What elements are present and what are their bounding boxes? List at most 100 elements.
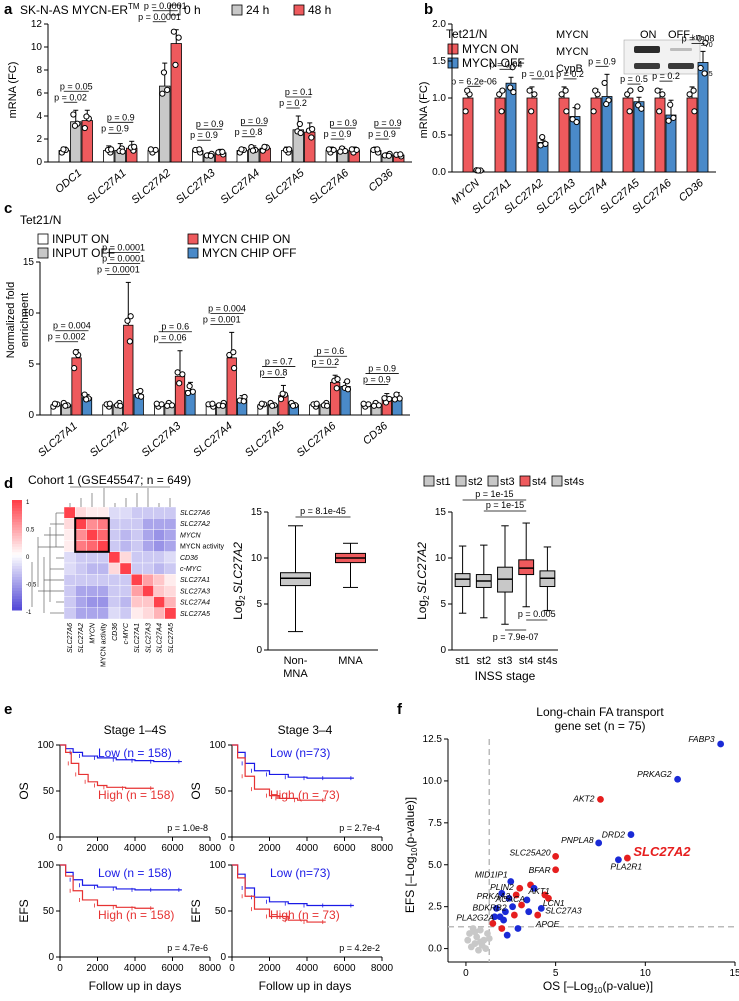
- scale-step: [12, 549, 22, 553]
- data-point: [124, 317, 131, 324]
- x-tick-label: 0: [463, 968, 469, 979]
- scatter-point: [595, 839, 603, 847]
- panel-f-title-line2: gene set (n = 75): [554, 719, 645, 733]
- heatmap-row-label: SLC27A1: [180, 577, 210, 584]
- panel-c: c Tet21/N Normalized fold enrichment INP…: [4, 200, 410, 460]
- heatmap-cell: [142, 551, 154, 564]
- scale-step: [12, 508, 22, 512]
- panel-f-ylabel-post: (p-value)]: [403, 797, 417, 848]
- scale-step: [12, 527, 22, 531]
- p-value: p = 0.004: [208, 303, 246, 313]
- p-value: p = 0.02: [54, 92, 87, 102]
- data-point: [654, 87, 661, 94]
- category-label: ODC1: [53, 167, 84, 196]
- data-point: [226, 351, 233, 359]
- x-tick-label: 0: [229, 963, 235, 974]
- heatmap-cell: [63, 607, 76, 620]
- data-point: [176, 380, 183, 387]
- bar-mycn-off: [505, 82, 517, 173]
- data-point: [464, 87, 471, 94]
- data-point: [297, 129, 304, 137]
- scatter-point: [476, 926, 484, 934]
- gene-label: ACACA: [495, 894, 526, 904]
- heatmap-cell: [97, 518, 109, 530]
- heatmap-cell: [63, 518, 76, 530]
- scale-step: [12, 593, 22, 597]
- bar-mycn-chip-on: [123, 324, 134, 416]
- box: [454, 573, 471, 588]
- legend-swatch: [293, 4, 305, 16]
- data-point: [209, 400, 216, 407]
- scale-step: [12, 533, 22, 537]
- p-value: p = 0.06: [154, 333, 187, 343]
- legend-swatch: [551, 475, 563, 487]
- data-point: [175, 34, 182, 41]
- p-value: p = 0.0001: [102, 253, 145, 263]
- heatmap-cell: [108, 562, 121, 575]
- blot-band-mycn-off: [670, 48, 692, 51]
- legend-swatch: [519, 475, 531, 487]
- data-point: [131, 143, 138, 150]
- legend-swatch: [447, 43, 459, 55]
- legend-label: st3: [500, 476, 515, 488]
- scatter-point: [503, 931, 511, 939]
- scale-step: [12, 604, 22, 608]
- data-point: [537, 142, 544, 149]
- legend-swatch: [37, 247, 49, 259]
- scale-step: [12, 513, 22, 517]
- heatmap-cell: [130, 506, 143, 519]
- p-value: p = 0.002: [48, 332, 86, 342]
- x-tick-label: 2000: [86, 843, 109, 854]
- heatmap-row-label: SLC27A5: [180, 611, 210, 618]
- km-curve-low: [60, 744, 182, 763]
- heatmap-cell: [86, 540, 98, 552]
- heatmap-cell: [74, 596, 87, 608]
- heatmap-col-label: SLC27A2: [78, 623, 85, 653]
- heatmap-cell: [142, 506, 154, 519]
- heatmap-col-label: SLC27A5: [168, 623, 175, 653]
- panel-b-label: b: [424, 1, 433, 18]
- panel-b-ylabel: mRNA (FC): [418, 82, 430, 139]
- x-tick-label: 0: [57, 963, 63, 974]
- x-tick-label: 2000: [258, 963, 281, 974]
- heatmap-row-label: SLC27A6: [180, 510, 210, 517]
- scale-step: [12, 596, 22, 600]
- data-point: [510, 88, 517, 96]
- heatmap-cell: [97, 607, 109, 620]
- heatmap-cell: [142, 574, 154, 586]
- heatmap-row-label: CD36: [180, 555, 198, 562]
- data-point: [690, 87, 697, 94]
- panel-d-title: Cohort 1 (GSE45547; n = 649): [28, 473, 191, 487]
- data-point: [701, 70, 708, 77]
- heatmap-cell: [164, 506, 177, 519]
- data-point: [172, 61, 179, 68]
- data-point: [170, 28, 177, 35]
- panel-e-label: e: [4, 701, 12, 718]
- data-point: [528, 108, 535, 115]
- gene-label: LCN1: [543, 898, 565, 908]
- p-value: p = 1e-15: [486, 500, 524, 510]
- scatter-point: [534, 911, 542, 919]
- p-value: p = 0.9: [196, 119, 224, 129]
- scatter-point: [491, 913, 499, 921]
- heatmap-cell: [153, 562, 166, 575]
- y-tick-label: 1.5: [432, 56, 446, 67]
- p-value: p = 0.9: [368, 129, 396, 139]
- x-tick-label: 6000: [161, 963, 184, 974]
- data-point: [238, 146, 245, 153]
- category-label: SLC27A3: [174, 167, 218, 207]
- ylabel-log: Log: [415, 600, 429, 620]
- heatmap-cell: [97, 596, 109, 608]
- p-value: p = 0.1: [285, 87, 313, 97]
- heatmap-cell: [108, 540, 121, 552]
- legend-swatch: [487, 475, 499, 487]
- heatmap-cell: [164, 562, 177, 575]
- data-point: [308, 134, 315, 141]
- blot-band-mycn-on: [634, 46, 660, 53]
- y-tick-label: 10: [23, 308, 35, 319]
- scatter-point: [530, 884, 538, 892]
- blot-row-cypb: CypB: [556, 63, 583, 75]
- heatmap-cell: [86, 574, 98, 586]
- data-point: [277, 396, 285, 403]
